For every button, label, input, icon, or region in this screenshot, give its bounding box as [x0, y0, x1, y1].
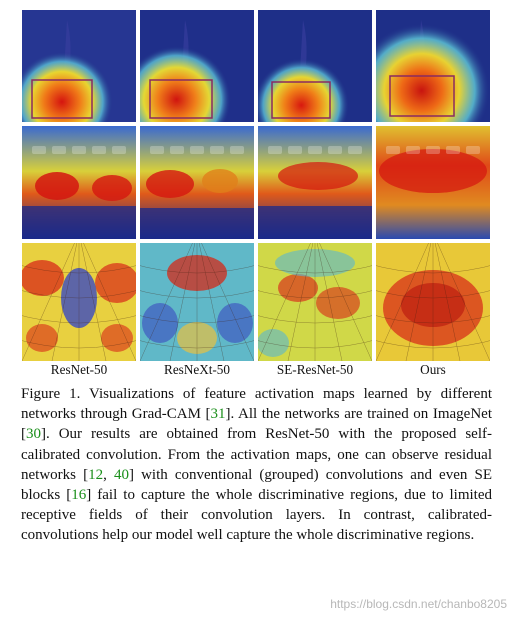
column-label-resnext: ResNeXt-50 [164, 362, 230, 377]
column-label-resnet: ResNet-50 [50, 362, 108, 377]
citation-link[interactable]: 31 [210, 406, 226, 423]
heatmap-seresnet-woman [258, 10, 372, 122]
caption-text: ] fail to capture the whole discriminati… [21, 487, 492, 544]
heatmap-resnext-keyboard [140, 126, 254, 239]
heatmap-seresnet-keyboard [258, 126, 372, 239]
heatmap-image [22, 10, 136, 122]
heatmap-resnext-web [140, 243, 254, 361]
heatmap-image [140, 243, 254, 361]
caption-text: ]. Our results are obtained from ResNet-… [21, 426, 492, 483]
heatmap-resnet-keyboard [22, 126, 136, 239]
heatmap-image [258, 10, 372, 122]
heatmap-ours-keyboard [376, 126, 490, 239]
heatmap-image [140, 10, 254, 122]
heatmap-ours-web [376, 243, 490, 361]
heatmap-image [22, 126, 136, 239]
heatmap-image [22, 243, 136, 361]
citation-link[interactable]: 40 [113, 466, 129, 483]
heatmap-resnet-web [22, 243, 136, 361]
heatmap-image [376, 243, 490, 361]
column-label-ours: Ours [420, 362, 446, 377]
heatmap-resnext-woman [140, 10, 254, 122]
heatmap-image [140, 126, 254, 239]
heatmap-image [376, 126, 490, 239]
heatmap-seresnet-web [258, 243, 372, 361]
heatmap-image [258, 243, 372, 361]
caption-text: ]. All the networks are trained on Image… [21, 406, 492, 443]
caption-text: ] with conventional (grouped) convolutio… [21, 466, 492, 504]
heatmap-resnet-woman [22, 10, 136, 122]
citation-link[interactable]: 12 [88, 466, 104, 483]
heatmap-image [376, 10, 490, 122]
column-label-seresnet: SE-ResNet-50 [276, 362, 354, 377]
citation-link[interactable]: 30 [26, 426, 41, 443]
figure-caption: Figure 1. Visualizations of feature acti… [21, 384, 492, 546]
heatmap-image [258, 126, 372, 239]
watermark: https://blog.csdn.net/chanbo8205 [330, 597, 507, 611]
citation-link[interactable]: 16 [71, 487, 87, 504]
heatmap-ours-woman [376, 10, 490, 122]
caption-text: , [103, 466, 114, 483]
caption-text: Figure 1. Visualizations of feature acti… [21, 386, 492, 423]
